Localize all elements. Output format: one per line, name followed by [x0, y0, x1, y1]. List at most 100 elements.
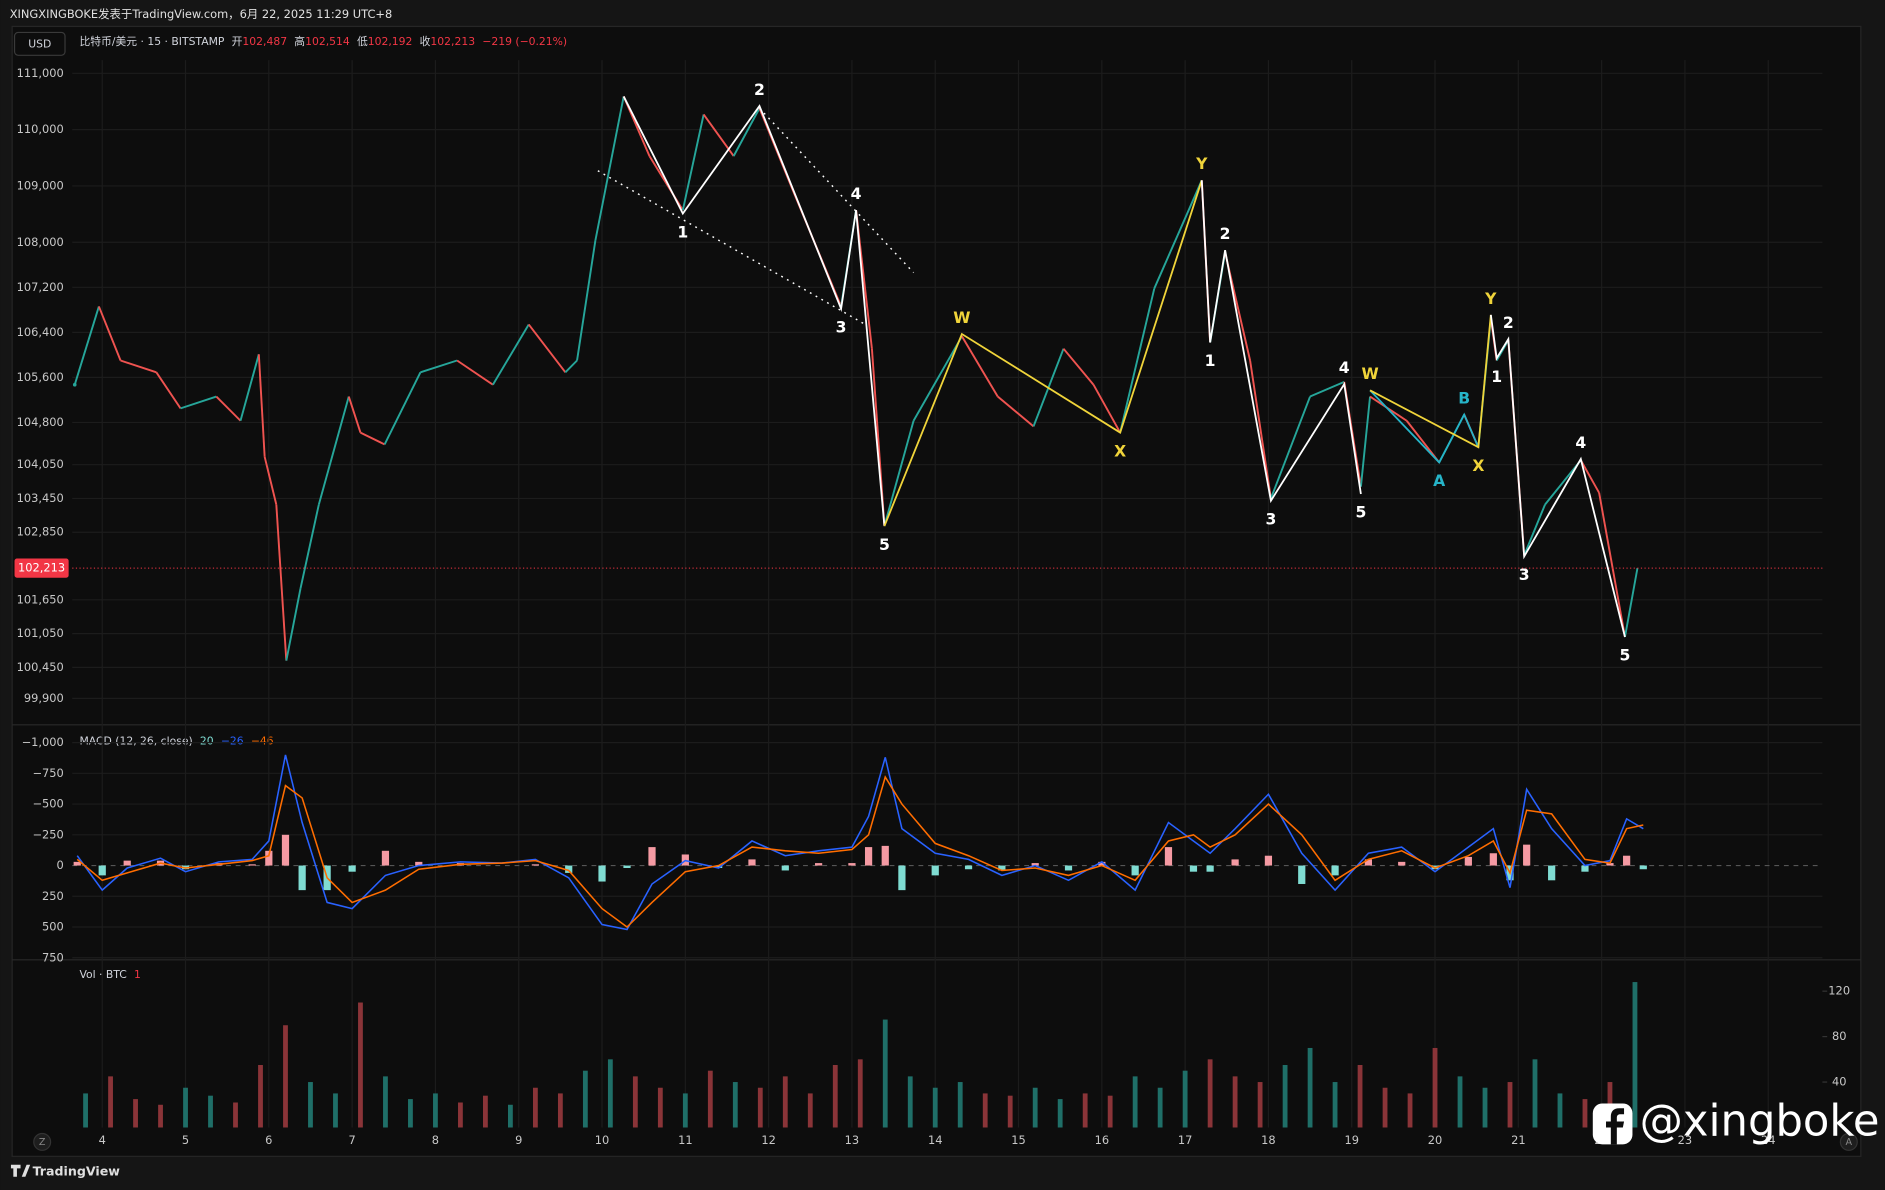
macd-histogram-bar [781, 865, 789, 871]
macd-histogram-bar [1298, 865, 1306, 884]
volume-bar [1282, 1065, 1288, 1128]
wave-label: 2 [1220, 225, 1231, 243]
price-segment [120, 359, 157, 374]
price-segment [1309, 381, 1345, 398]
volume-bar [308, 1082, 313, 1128]
price-segment [564, 359, 578, 374]
wave-label: 4 [1339, 359, 1350, 377]
volume-bar [1057, 1099, 1063, 1128]
y-tick-label: 120 [1828, 984, 1850, 998]
volume-bar [283, 1025, 288, 1128]
y-tick-label: 108,000 [17, 235, 64, 249]
wave-label: A [1433, 472, 1445, 490]
volume-bar [932, 1087, 938, 1128]
wave-label: 3 [836, 318, 847, 336]
zoom-button-label[interactable]: Z [39, 1137, 46, 1148]
volume-bar [1482, 1087, 1488, 1128]
price-segment [732, 107, 761, 157]
price-segment [239, 354, 260, 422]
volume-bar [1557, 1093, 1563, 1128]
price-segment [1062, 348, 1095, 386]
price-segment [73, 306, 100, 385]
publisher-line: XINGXINGBOKE发表于TradingView.com，6月 22, 20… [10, 7, 393, 21]
x-tick-label: 24 [1761, 1133, 1776, 1147]
price-segment [275, 504, 288, 661]
volume-bar [557, 1093, 563, 1128]
macd-histogram-bar [1189, 865, 1198, 872]
volume-bar [1532, 1059, 1538, 1128]
volume-bar [133, 1099, 138, 1128]
y-tick-label: 105,600 [17, 370, 64, 384]
volume-bar [682, 1093, 688, 1128]
macd-histogram-bar [1098, 861, 1106, 866]
price-segment [155, 371, 182, 409]
volume-bar [782, 1076, 788, 1128]
x-tick-label: 11 [678, 1133, 693, 1147]
macd-histogram-bar [598, 865, 606, 882]
change: −219 (−0.21%) [482, 35, 567, 48]
y-tick-label: 40 [1832, 1075, 1847, 1089]
volume-bar [1457, 1076, 1463, 1128]
x-tick-label: 12 [761, 1133, 776, 1147]
volume-bar [607, 1059, 613, 1128]
volume-bar [83, 1093, 88, 1128]
facebook-f [1606, 1108, 1625, 1145]
volume-bar [732, 1082, 738, 1128]
price-segment [1153, 179, 1203, 289]
y-tick-label: 0 [57, 858, 64, 872]
macd-histogram-bar [1131, 865, 1139, 876]
auto-button-label[interactable]: A [1846, 1137, 1853, 1148]
macd-histogram-bar [98, 865, 106, 876]
volume-bar [957, 1082, 963, 1128]
brand: TradingView [33, 1163, 121, 1178]
auto-button[interactable] [1839, 1132, 1858, 1151]
y-tick-label: −750 [32, 766, 63, 780]
volume-bar [1582, 1099, 1588, 1128]
price-segment [1598, 492, 1626, 638]
wave-label: 2 [1503, 314, 1514, 332]
zoom-button[interactable] [33, 1132, 52, 1151]
macd-histogram-bar [815, 863, 823, 866]
price-segment [456, 359, 494, 386]
wave-label: B [1458, 389, 1470, 407]
macd-histogram-bar [1523, 844, 1531, 866]
y-tick-label: 80 [1832, 1029, 1847, 1043]
price-segment [1579, 459, 1600, 494]
volume-bar [832, 1065, 838, 1128]
volume-bar [1382, 1087, 1388, 1128]
volume-bar [907, 1076, 913, 1128]
ohlc-label: 低 [357, 35, 368, 48]
macd-histogram-bar [348, 865, 356, 872]
macd-readout: 20 [200, 735, 214, 748]
y-tick-label: −1,000 [22, 735, 64, 749]
currency-label[interactable]: USD [28, 37, 51, 50]
volume-bar [632, 1076, 638, 1128]
currency-button[interactable] [13, 31, 66, 56]
volume-readout: 1 [134, 968, 141, 981]
volume-bar [1507, 1082, 1513, 1128]
macd-line [76, 775, 1644, 929]
wave-label: Y [1484, 290, 1497, 308]
volume-bar [1107, 1095, 1113, 1128]
volume-bar [532, 1087, 538, 1128]
volume-bar [1407, 1093, 1413, 1128]
tradingview-logo [10, 1164, 31, 1177]
x-tick-label: 5 [182, 1133, 189, 1147]
macd-histogram-bar [1581, 865, 1589, 872]
macd-histogram-bar [715, 865, 723, 869]
y-tick-label: 110,000 [17, 122, 64, 136]
volume-bar [383, 1076, 388, 1128]
last-price-label: 102,213 [18, 561, 65, 575]
volume-bar [1332, 1082, 1338, 1128]
volume-bar [1257, 1082, 1263, 1128]
volume-bar [258, 1065, 263, 1128]
macd-histogram-bar [281, 834, 290, 866]
volume-bar [1032, 1087, 1038, 1128]
macd-histogram-bar [1398, 861, 1406, 866]
macd-histogram-bar [415, 861, 423, 866]
price-segment [347, 396, 362, 433]
macd-histogram-bar [1164, 847, 1173, 866]
wave-label: 3 [1519, 566, 1530, 584]
y-tick-label: 104,800 [17, 415, 64, 429]
